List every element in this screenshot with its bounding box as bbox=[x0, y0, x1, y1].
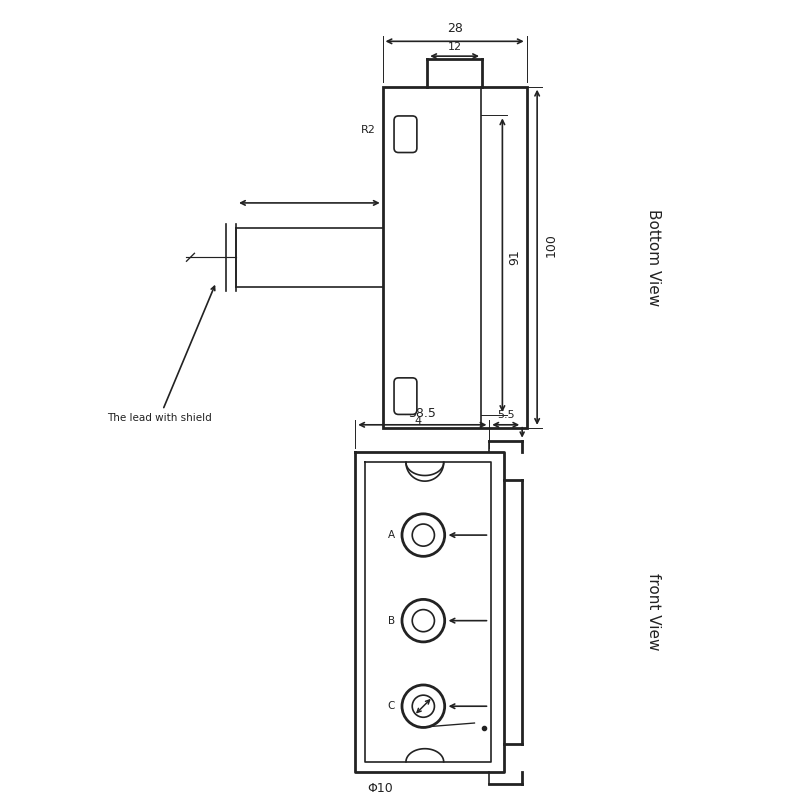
Text: Bottom View: Bottom View bbox=[646, 209, 661, 306]
Text: R2: R2 bbox=[361, 126, 376, 135]
Text: front View: front View bbox=[646, 574, 661, 651]
Text: 100: 100 bbox=[545, 234, 558, 258]
Text: Φ10: Φ10 bbox=[367, 782, 393, 794]
Text: The lead with shield: The lead with shield bbox=[107, 286, 214, 423]
Text: 4: 4 bbox=[414, 416, 422, 426]
Text: B: B bbox=[388, 616, 395, 626]
Text: 91: 91 bbox=[508, 250, 521, 265]
Text: 5.5: 5.5 bbox=[497, 410, 514, 420]
Text: C: C bbox=[388, 702, 395, 711]
Text: 38.5: 38.5 bbox=[409, 407, 436, 420]
Text: 28: 28 bbox=[446, 22, 462, 35]
Text: 12: 12 bbox=[447, 42, 462, 52]
Text: A: A bbox=[388, 530, 395, 540]
FancyBboxPatch shape bbox=[394, 116, 417, 153]
FancyBboxPatch shape bbox=[394, 378, 417, 414]
